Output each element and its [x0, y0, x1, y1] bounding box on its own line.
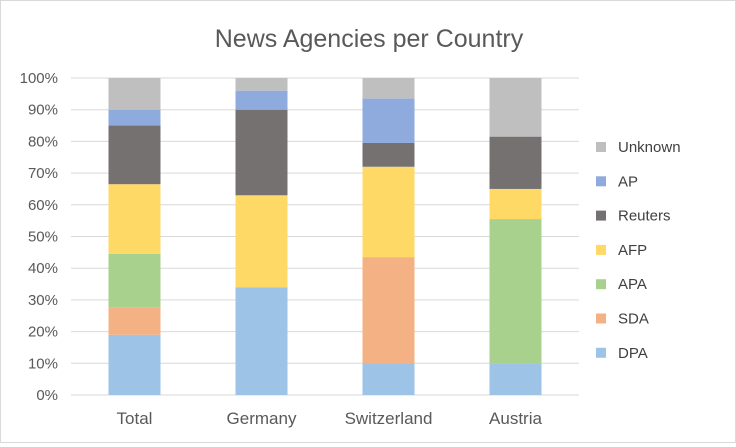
bar-segment-apa	[489, 219, 542, 364]
bar-segment-dpa	[362, 363, 415, 395]
y-axis-ticks: 0% 10% 20% 30% 40% 50% 60% 70% 80% 90% 100%	[20, 70, 58, 404]
bar-segment-afp	[235, 195, 288, 288]
legend-label: AFP	[618, 242, 647, 259]
bar-segment-reuters	[362, 142, 415, 167]
bar-segment-afp	[108, 184, 161, 254]
bar-segment-dpa	[235, 287, 288, 395]
x-category-label: Switzerland	[345, 409, 433, 428]
bar-segment-afp	[489, 188, 542, 220]
legend-label: Unknown	[618, 139, 681, 156]
bar-segment-reuters	[235, 109, 288, 196]
bar-segment-ap	[235, 90, 288, 110]
x-category-label: Total	[117, 409, 153, 428]
bar-segment-ap	[108, 109, 161, 126]
bar-segment-reuters	[108, 125, 161, 185]
x-axis-categories: Total Germany Switzerland Austria	[117, 409, 543, 428]
bar-segment-sda	[108, 307, 161, 335]
legend-label: Reuters	[618, 208, 671, 225]
legend-swatch	[596, 279, 606, 290]
bar-segment-sda	[362, 257, 415, 364]
legend-swatch	[596, 347, 606, 358]
y-tick-label: 100%	[20, 70, 58, 87]
bar-segment-reuters	[489, 136, 542, 189]
legend-label: APA	[618, 276, 647, 293]
bar-segment-unknown	[489, 78, 542, 137]
bar-segment-dpa	[108, 334, 161, 395]
y-tick-label: 90%	[28, 102, 58, 119]
y-tick-label: 50%	[28, 229, 58, 246]
y-tick-label: 30%	[28, 292, 58, 309]
legend: Unknown AP Reuters AFP APA SDA DPA	[596, 139, 681, 362]
x-category-label: Austria	[489, 409, 542, 428]
legend-swatch	[596, 244, 606, 255]
bars	[108, 78, 542, 395]
y-tick-label: 70%	[28, 165, 58, 182]
legend-label: SDA	[618, 311, 649, 328]
legend-swatch	[596, 210, 606, 221]
bar-segment-unknown	[362, 78, 415, 99]
y-tick-label: 40%	[28, 260, 58, 277]
bar-segment-afp	[362, 166, 415, 258]
bar-segment-unknown	[108, 78, 161, 110]
legend-label: AP	[618, 173, 638, 190]
y-tick-label: 20%	[28, 324, 58, 341]
bar-segment-unknown	[235, 78, 288, 91]
y-tick-label: 0%	[36, 387, 58, 404]
y-tick-label: 60%	[28, 197, 58, 214]
legend-label: DPA	[618, 345, 648, 362]
legend-swatch	[596, 313, 606, 324]
bar-segment-apa	[108, 253, 161, 308]
y-tick-label: 80%	[28, 133, 58, 150]
legend-swatch	[596, 176, 606, 187]
legend-swatch	[596, 142, 606, 152]
bar-segment-ap	[362, 98, 415, 143]
y-tick-label: 10%	[28, 355, 58, 372]
chart-title: News Agencies per Country	[215, 25, 524, 53]
x-category-label: Germany	[227, 409, 297, 428]
bar-segment-dpa	[489, 363, 542, 395]
